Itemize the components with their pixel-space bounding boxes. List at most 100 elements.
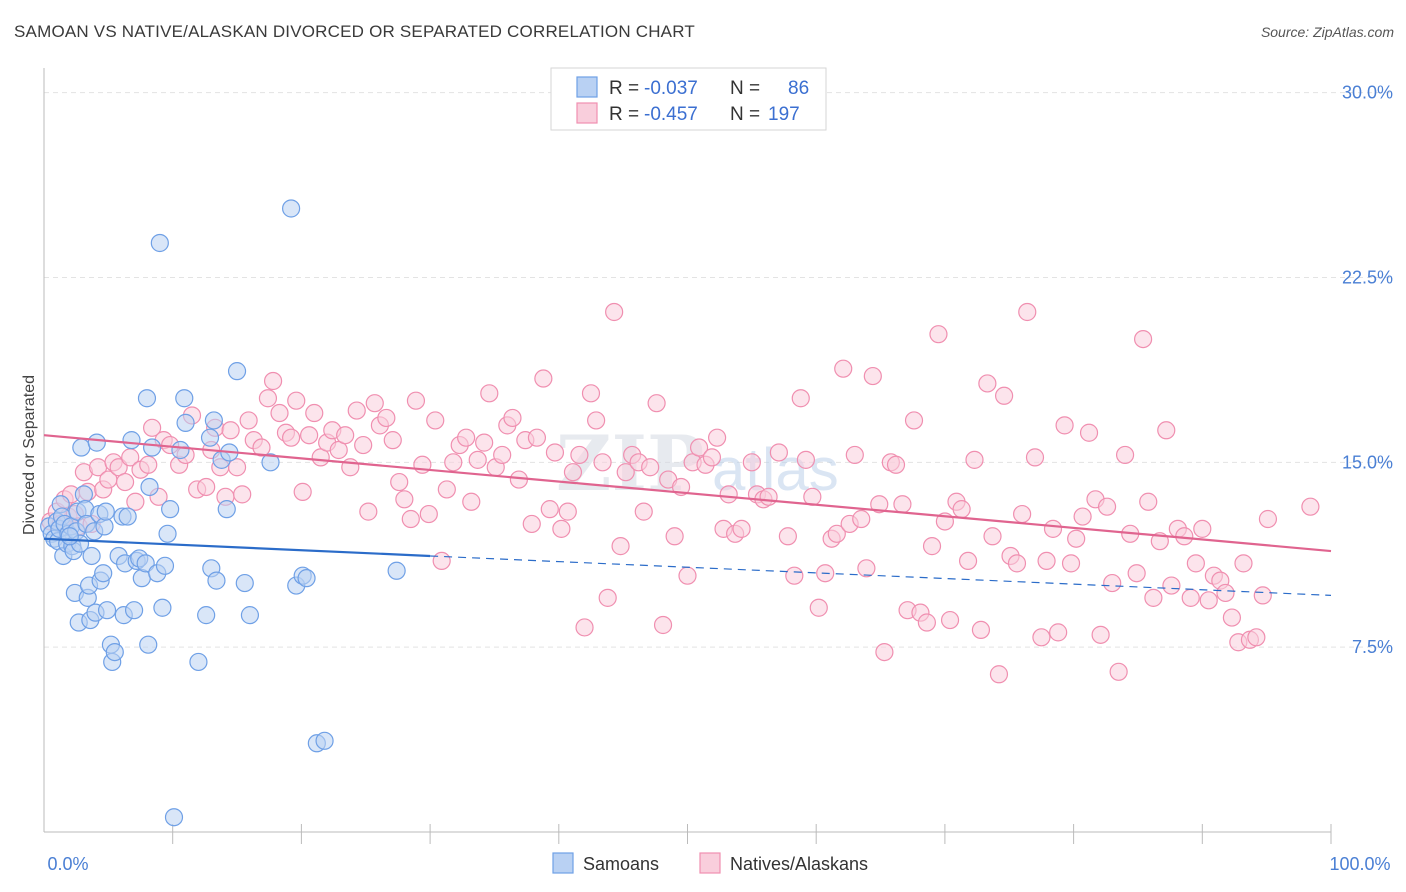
- samoans-point-72: [217, 500, 236, 519]
- natives-point-144: [893, 495, 912, 514]
- natives-point-169: [1043, 519, 1063, 538]
- samoans-point-70: [207, 571, 226, 590]
- natives-point-184: [1133, 329, 1153, 349]
- natives-point-108: [665, 527, 684, 546]
- natives-point-71: [444, 453, 463, 472]
- natives-point-173: [1067, 529, 1086, 548]
- natives-point-48: [305, 403, 324, 423]
- natives-point-164: [1013, 504, 1032, 524]
- samoans-point-36: [97, 601, 117, 620]
- samoans-point-52: [139, 635, 158, 654]
- natives-point-175: [1079, 423, 1099, 442]
- natives-point-104: [641, 458, 660, 477]
- samoans-trend-extension: [430, 555, 1332, 597]
- natives-point-163: [1007, 554, 1027, 573]
- natives-point-188: [1157, 421, 1176, 440]
- natives-point-119: [732, 519, 751, 538]
- natives-point-84: [522, 514, 541, 534]
- samoans-point-75: [235, 573, 254, 593]
- natives-point-70: [437, 480, 456, 499]
- samoans-point-53: [140, 477, 159, 497]
- natives-point-37: [239, 411, 258, 430]
- natives-point-67: [419, 504, 438, 524]
- natives-point-126: [785, 566, 804, 585]
- natives-point-35: [227, 458, 247, 477]
- legend-r-label-1: R =: [609, 78, 639, 99]
- samoans-point-39: [105, 642, 124, 662]
- natives-point-174: [1073, 507, 1092, 526]
- natives-point-157: [971, 620, 991, 640]
- natives-point-92: [570, 445, 589, 465]
- natives-point-160: [989, 665, 1009, 684]
- natives-point-143: [886, 455, 906, 474]
- natives-point-114: [702, 448, 722, 467]
- natives-point-68: [426, 411, 445, 430]
- natives-point-168: [1037, 551, 1056, 571]
- samoans-point-46: [124, 601, 144, 620]
- natives-point-179: [1103, 573, 1122, 593]
- natives-point-177: [1091, 625, 1110, 644]
- legend-n-value-1: 86: [788, 78, 809, 99]
- x-tick-label-0: 0.0%: [47, 854, 88, 874]
- natives-point-63: [395, 490, 414, 509]
- natives-point-62: [390, 472, 409, 492]
- natives-point-112: [689, 438, 709, 457]
- natives-point-128: [796, 450, 816, 469]
- bottom-legend-label-natives: Natives/Alaskans: [730, 854, 868, 874]
- legend-r-value-1: -0.037: [644, 78, 698, 99]
- natives-point-192: [1181, 588, 1200, 607]
- samoans-point-58: [155, 556, 175, 575]
- natives-point-152: [940, 610, 960, 630]
- natives-trend-line: [43, 434, 1332, 553]
- natives-point-18: [126, 492, 145, 511]
- natives-point-181: [1115, 445, 1135, 465]
- natives-point-130: [809, 598, 828, 617]
- samoans-point-60: [161, 500, 180, 519]
- natives-point-64: [401, 509, 420, 529]
- natives-point-91: [563, 463, 583, 482]
- natives-point-75: [468, 450, 487, 469]
- natives-point-170: [1049, 623, 1068, 642]
- y-tick-label-2: 22.5%: [1342, 267, 1393, 287]
- natives-point-60: [377, 408, 396, 428]
- natives-point-69: [432, 551, 451, 571]
- natives-point-123: [759, 487, 778, 506]
- natives-point-96: [593, 453, 612, 472]
- natives-point-81: [503, 408, 522, 428]
- samoans-point-54: [143, 438, 162, 457]
- natives-point-105: [647, 394, 666, 413]
- natives-point-195: [1199, 591, 1218, 610]
- natives-point-40: [258, 389, 278, 408]
- bottom-legend-label-samoans: Samoans: [583, 854, 659, 874]
- natives-point-87: [540, 500, 559, 519]
- samoans-point-59: [158, 524, 177, 543]
- natives-point-103: [634, 502, 653, 521]
- natives-point-41: [263, 371, 283, 391]
- bottom-legend: Samoans Natives/Alaskans: [552, 852, 868, 874]
- natives-point-171: [1055, 416, 1074, 435]
- samoans-point-76: [240, 606, 260, 625]
- legend-n-label-1: N =: [730, 78, 760, 99]
- samoans-point-65: [189, 652, 208, 672]
- natives-point-186: [1144, 588, 1163, 607]
- legend-swatch-samoans: [576, 76, 598, 98]
- natives-point-88: [545, 443, 565, 462]
- samoans-point-66: [197, 606, 216, 625]
- natives-point-94: [581, 384, 601, 403]
- natives-point-201: [1234, 554, 1253, 573]
- natives-point-199: [1222, 608, 1242, 627]
- natives-point-150: [929, 325, 948, 344]
- natives-point-165: [1018, 302, 1037, 322]
- natives-point-97: [598, 588, 617, 607]
- legend-r-value-2: -0.457: [644, 104, 698, 125]
- natives-point-106: [653, 615, 673, 635]
- natives-point-203: [1247, 628, 1266, 647]
- natives-point-141: [875, 642, 894, 662]
- natives-point-189: [1162, 576, 1181, 595]
- natives-point-120: [742, 453, 761, 472]
- samoans-point-62: [171, 440, 190, 460]
- natives-point-55: [347, 401, 366, 420]
- samoans-trend-line: [43, 537, 431, 558]
- natives-point-86: [534, 369, 553, 388]
- natives-point-161: [995, 386, 1014, 405]
